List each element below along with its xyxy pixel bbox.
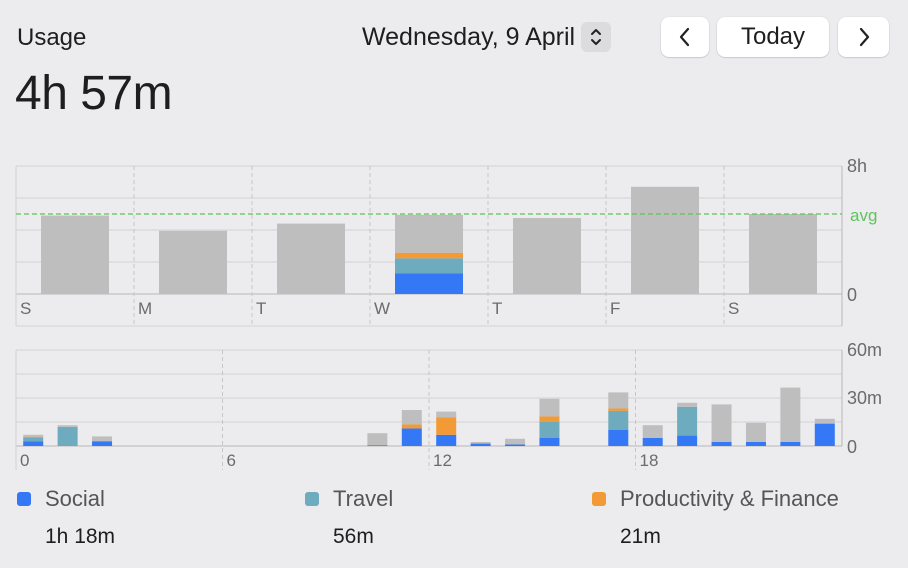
bar-segment xyxy=(436,411,457,418)
bar-segment xyxy=(401,410,422,425)
bar-segment xyxy=(436,417,457,435)
bar-segment xyxy=(814,418,835,424)
legend-item-productivity: Productivity & Finance xyxy=(592,486,839,512)
hour-tick-label: 0 xyxy=(20,451,29,470)
bar-segment xyxy=(505,438,526,445)
bar-segment xyxy=(745,442,766,446)
bar-segment xyxy=(23,436,44,438)
today-label: Today xyxy=(740,23,806,50)
bar-segment xyxy=(814,423,835,446)
legend-label-travel: Travel xyxy=(333,486,394,511)
y-tick-label: 60m xyxy=(847,340,882,360)
legend-value-social: 1h 18m xyxy=(45,525,116,548)
average-label: avg xyxy=(850,206,877,225)
day-tick-label: S xyxy=(20,299,31,318)
today-button[interactable]: Today xyxy=(717,17,829,57)
day-tick-label: T xyxy=(256,299,266,318)
chevron-right-icon xyxy=(859,27,869,47)
bar-segment xyxy=(539,416,560,422)
bar-segment xyxy=(677,402,698,407)
bar-segment xyxy=(92,436,113,442)
bar-segment xyxy=(57,426,78,446)
day-tick-label: S xyxy=(728,299,739,318)
bar-segment xyxy=(23,434,44,437)
bar-segment xyxy=(470,442,491,444)
legend-value-travel: 56m xyxy=(333,525,374,548)
day-tick-label: M xyxy=(138,299,152,318)
productivity-swatch xyxy=(592,492,606,506)
day-tick-label: W xyxy=(374,299,390,318)
bar-segment xyxy=(23,438,44,442)
bar-segment xyxy=(401,428,422,446)
bar-segment xyxy=(780,442,801,446)
bar-segment xyxy=(23,441,44,446)
hour-tick-label: 6 xyxy=(227,451,236,470)
bar-segment xyxy=(608,410,629,430)
bar-segment xyxy=(367,445,388,446)
hour-tick-label: 18 xyxy=(640,451,659,470)
hour-tick-label: 12 xyxy=(433,451,452,470)
bar-segment xyxy=(395,258,463,274)
usage-title: Usage xyxy=(17,24,87,51)
day-tick-label: T xyxy=(492,299,502,318)
bar-segment xyxy=(401,424,422,429)
total-usage: 4h 57m xyxy=(15,67,173,120)
legend-label-social: Social xyxy=(45,486,105,511)
bar-segment xyxy=(711,442,732,446)
y-tick-label: 8h xyxy=(847,156,867,176)
y-tick-label: 0 xyxy=(847,437,857,457)
date-picker[interactable]: Wednesday, 9 April xyxy=(362,22,612,52)
bar-segment xyxy=(780,387,801,442)
bar-segment xyxy=(539,422,560,438)
bar-segment xyxy=(41,215,109,294)
day-tick-label: F xyxy=(610,299,620,318)
legend-item-social: Social xyxy=(17,486,105,512)
bar-segment xyxy=(745,422,766,442)
bar-segment xyxy=(395,214,463,253)
chevron-up-down-icon xyxy=(591,29,602,45)
bar-segment xyxy=(539,398,560,417)
bar-segment xyxy=(470,443,491,446)
chevron-left-icon xyxy=(679,27,690,47)
bar-segment xyxy=(513,218,581,294)
bar-segment xyxy=(436,434,457,446)
travel-swatch xyxy=(305,492,319,506)
bar-segment xyxy=(631,186,699,294)
bar-segment xyxy=(608,408,629,411)
legend-label-productivity: Productivity & Finance xyxy=(620,486,839,511)
bar-segment xyxy=(608,430,629,446)
bar-segment xyxy=(711,404,732,442)
bar-segment xyxy=(395,273,463,294)
legend-item-travel: Travel xyxy=(305,486,393,512)
y-tick-label: 0 xyxy=(847,285,857,305)
bar-segment xyxy=(642,425,663,438)
date-stepper[interactable] xyxy=(581,22,612,52)
legend-value-productivity: 21m xyxy=(620,525,661,548)
next-day-button[interactable] xyxy=(838,17,889,57)
bar-segment xyxy=(277,223,345,294)
bar-segment xyxy=(505,444,526,446)
bar-segment xyxy=(395,252,463,259)
date-label: Wednesday, 9 April xyxy=(362,22,576,51)
bar-segment xyxy=(642,438,663,446)
bar-segment xyxy=(92,441,113,446)
hourly-usage-chart: 0 6 12 18 60m 30m 0 xyxy=(15,340,882,470)
bar-segment xyxy=(57,425,78,427)
previous-day-button[interactable] xyxy=(661,17,709,57)
y-tick-label: 30m xyxy=(847,388,882,408)
bar-segment xyxy=(677,406,698,436)
bar-segment xyxy=(159,230,227,294)
bar-segment xyxy=(539,438,560,446)
bar-segment xyxy=(367,433,388,446)
bar-segment xyxy=(677,435,698,446)
bar-segment xyxy=(608,392,629,409)
social-swatch xyxy=(17,492,31,506)
bar-segment xyxy=(749,214,817,294)
